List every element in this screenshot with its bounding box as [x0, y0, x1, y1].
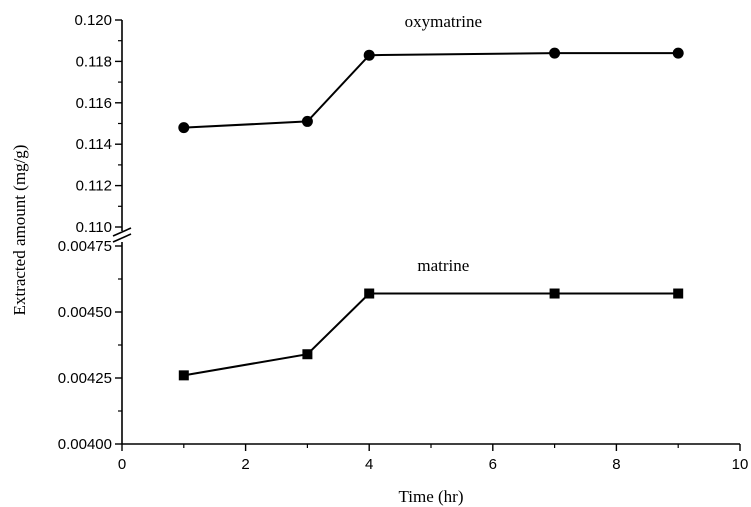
x-axis-title: Time (hr) — [398, 487, 463, 506]
lower-y-tick-label: 0.00400 — [58, 436, 112, 453]
matrine-label: matrine — [417, 256, 469, 275]
x-tick-label: 0 — [118, 456, 126, 473]
lower-y-tick-label: 0.00450 — [58, 304, 112, 321]
matrine-point — [364, 288, 375, 299]
x-tick-label: 8 — [612, 456, 620, 473]
oxymatrine-point — [363, 49, 375, 61]
lower-y-tick-label: 0.00425 — [58, 370, 112, 387]
upper-y-tick-label: 0.120 — [74, 12, 112, 29]
lower-y-tick-label: 0.00475 — [58, 238, 112, 255]
matrine-point — [549, 288, 560, 299]
upper-y-tick-label: 0.112 — [76, 178, 112, 195]
upper-y-tick-label: 0.118 — [76, 53, 112, 70]
oxymatrine-point — [672, 47, 684, 59]
axis-break-mark — [112, 233, 132, 243]
matrine-line — [183, 292, 679, 377]
axis-break-mark — [112, 227, 132, 237]
x-tick-label: 10 — [732, 456, 749, 473]
x-tick-label: 4 — [365, 456, 373, 473]
oxymatrine-point — [301, 115, 313, 127]
oxymatrine-point — [549, 47, 561, 59]
axes — [112, 20, 740, 445]
upper-y-tick-label: 0.110 — [76, 219, 112, 236]
series-oxymatrine: oxymatrine — [178, 12, 684, 134]
matrine-point — [178, 370, 189, 381]
y-axis-title: Extracted amount (mg/g) — [10, 145, 29, 316]
ticks: 0 2 4 6 8 10 0.110 0.112 0.114 0.116 0.118 0.120 0.0… — [58, 12, 749, 473]
x-tick-label: 6 — [489, 456, 497, 473]
x-tick-label: 2 — [241, 456, 249, 473]
series-matrine: matrine — [178, 256, 684, 381]
matrine-point — [302, 349, 313, 360]
series-layer: oxymatrine matrine — [178, 12, 684, 381]
oxymatrine-line — [183, 52, 679, 129]
oxymatrine-label: oxymatrine — [405, 12, 482, 31]
upper-y-tick-label: 0.116 — [76, 95, 112, 112]
upper-y-tick-label: 0.114 — [76, 136, 112, 153]
oxymatrine-point — [178, 122, 190, 134]
matrine-point — [673, 288, 684, 299]
